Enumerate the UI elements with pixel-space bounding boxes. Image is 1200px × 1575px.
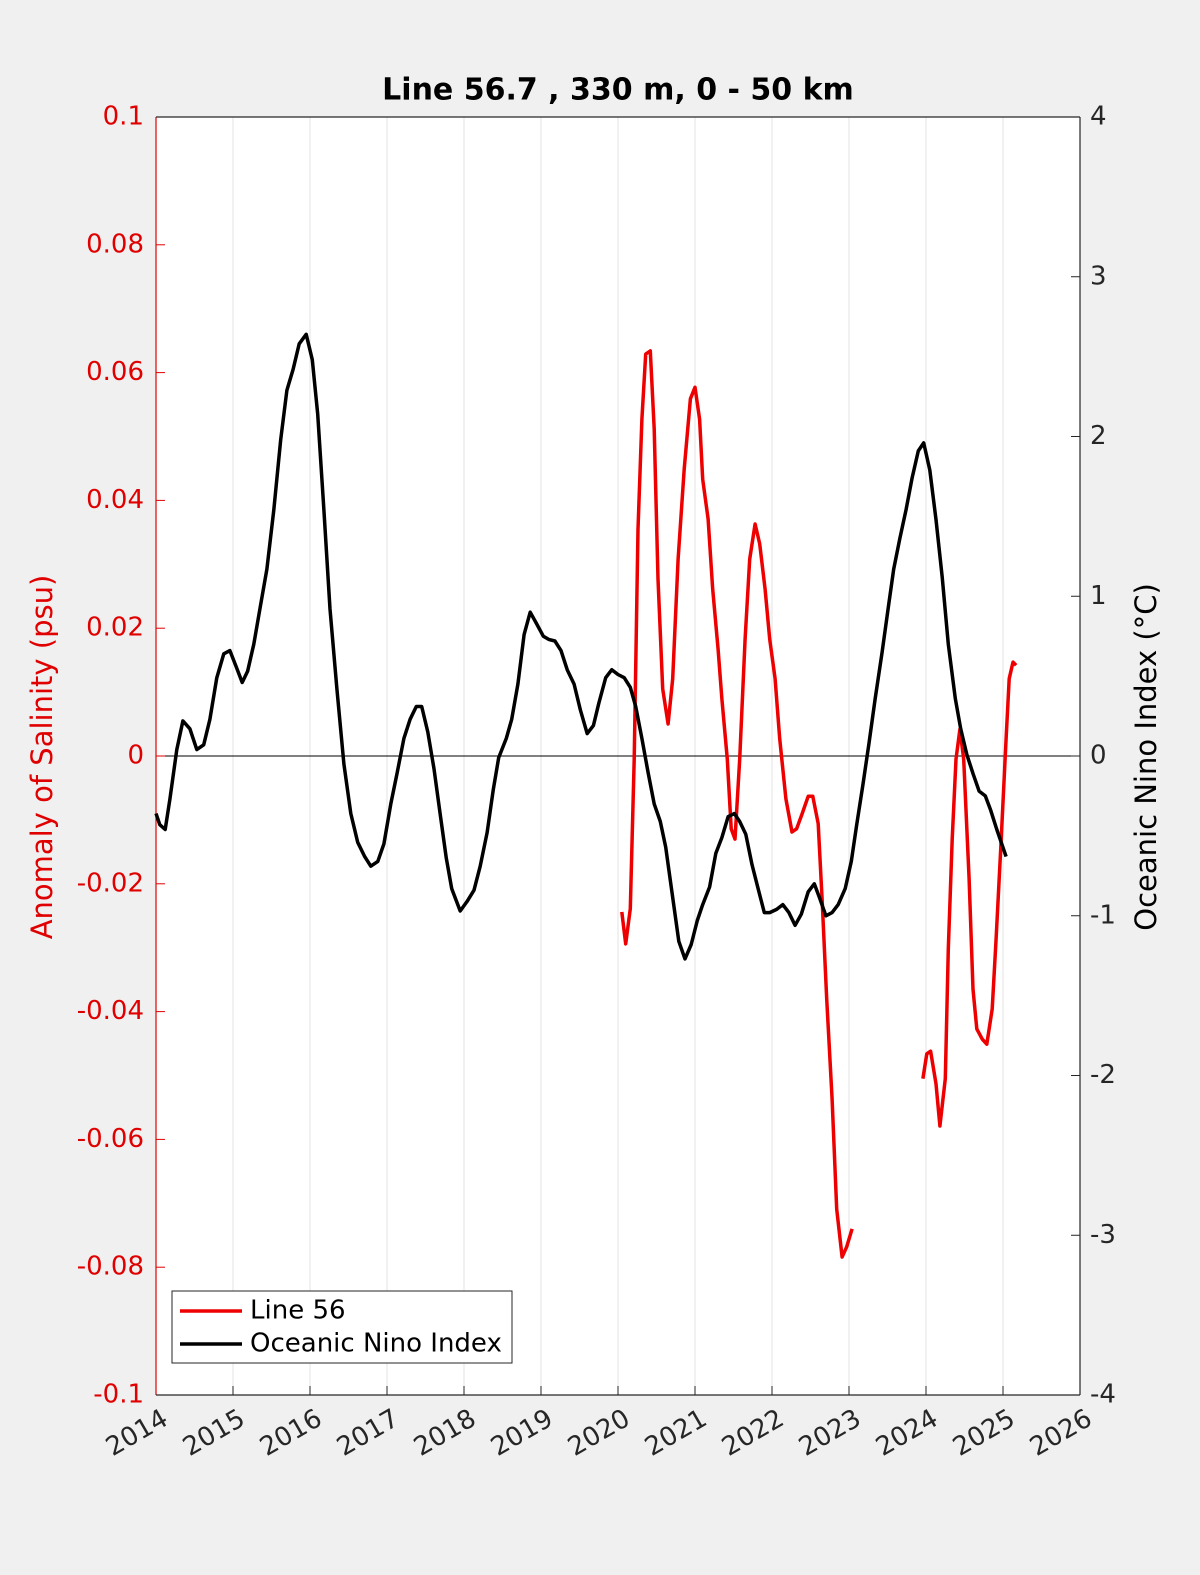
line-series	[620, 349, 1018, 1259]
x-tick-label: 2018	[409, 1404, 481, 1463]
y2-tick-label: -4	[1090, 1380, 1116, 1410]
y2-tick-label: -1	[1090, 900, 1116, 930]
y-tick-label: -0.1	[93, 1380, 144, 1410]
y2-axis-label: Oceanic Nino Index (°C)	[1129, 583, 1163, 931]
legend-box	[171, 1290, 513, 1364]
y2-tick-label: 1	[1090, 581, 1107, 611]
x-tick-label: 2024	[871, 1404, 943, 1463]
y-tick-label: -0.02	[77, 868, 144, 898]
x-tick-label: 2026	[1025, 1404, 1097, 1463]
y2-tick-label: -2	[1090, 1060, 1116, 1090]
line-series	[154, 332, 1008, 961]
y2-tick-label: 2	[1090, 421, 1107, 451]
y-tick-label: 0.06	[86, 357, 144, 387]
y-tick-label: 0.1	[103, 102, 144, 132]
y-tick-label: 0	[127, 741, 144, 771]
y-tick-label: -0.08	[77, 1252, 144, 1282]
x-tick-label: 2020	[563, 1404, 635, 1463]
x-tick-label: 2019	[486, 1404, 558, 1463]
y-tick-label: 0.08	[86, 229, 144, 259]
y2-tick-label: -3	[1090, 1220, 1116, 1250]
x-tick-label: 2014	[101, 1404, 173, 1463]
legend-label: Oceanic Nino Index	[250, 1329, 502, 1359]
y-tick-label: 0.04	[86, 485, 144, 515]
y2-tick-label: 3	[1090, 261, 1107, 291]
x-tick-label: 2022	[717, 1404, 789, 1463]
x-tick-label: 2023	[794, 1404, 866, 1463]
y-axis-label: Anomaly of Salinity (psu)	[25, 575, 59, 940]
chart-title: Line 56.7 , 330 m, 0 - 50 km	[382, 73, 854, 108]
x-tick-label: 2021	[640, 1404, 712, 1463]
y-tick-label: -0.04	[77, 996, 144, 1026]
x-tick-label: 2025	[948, 1404, 1020, 1463]
legend-label: Line 56	[250, 1296, 346, 1326]
x-tick-label: 2016	[255, 1404, 327, 1463]
x-tick-label: 2015	[178, 1404, 250, 1463]
y2-tick-label: 0	[1090, 741, 1107, 771]
x-tick-label: 2017	[332, 1404, 404, 1463]
y-tick-label: 0.02	[86, 613, 144, 643]
y-tick-label: -0.06	[77, 1124, 144, 1154]
y2-tick-label: 4	[1090, 102, 1107, 132]
